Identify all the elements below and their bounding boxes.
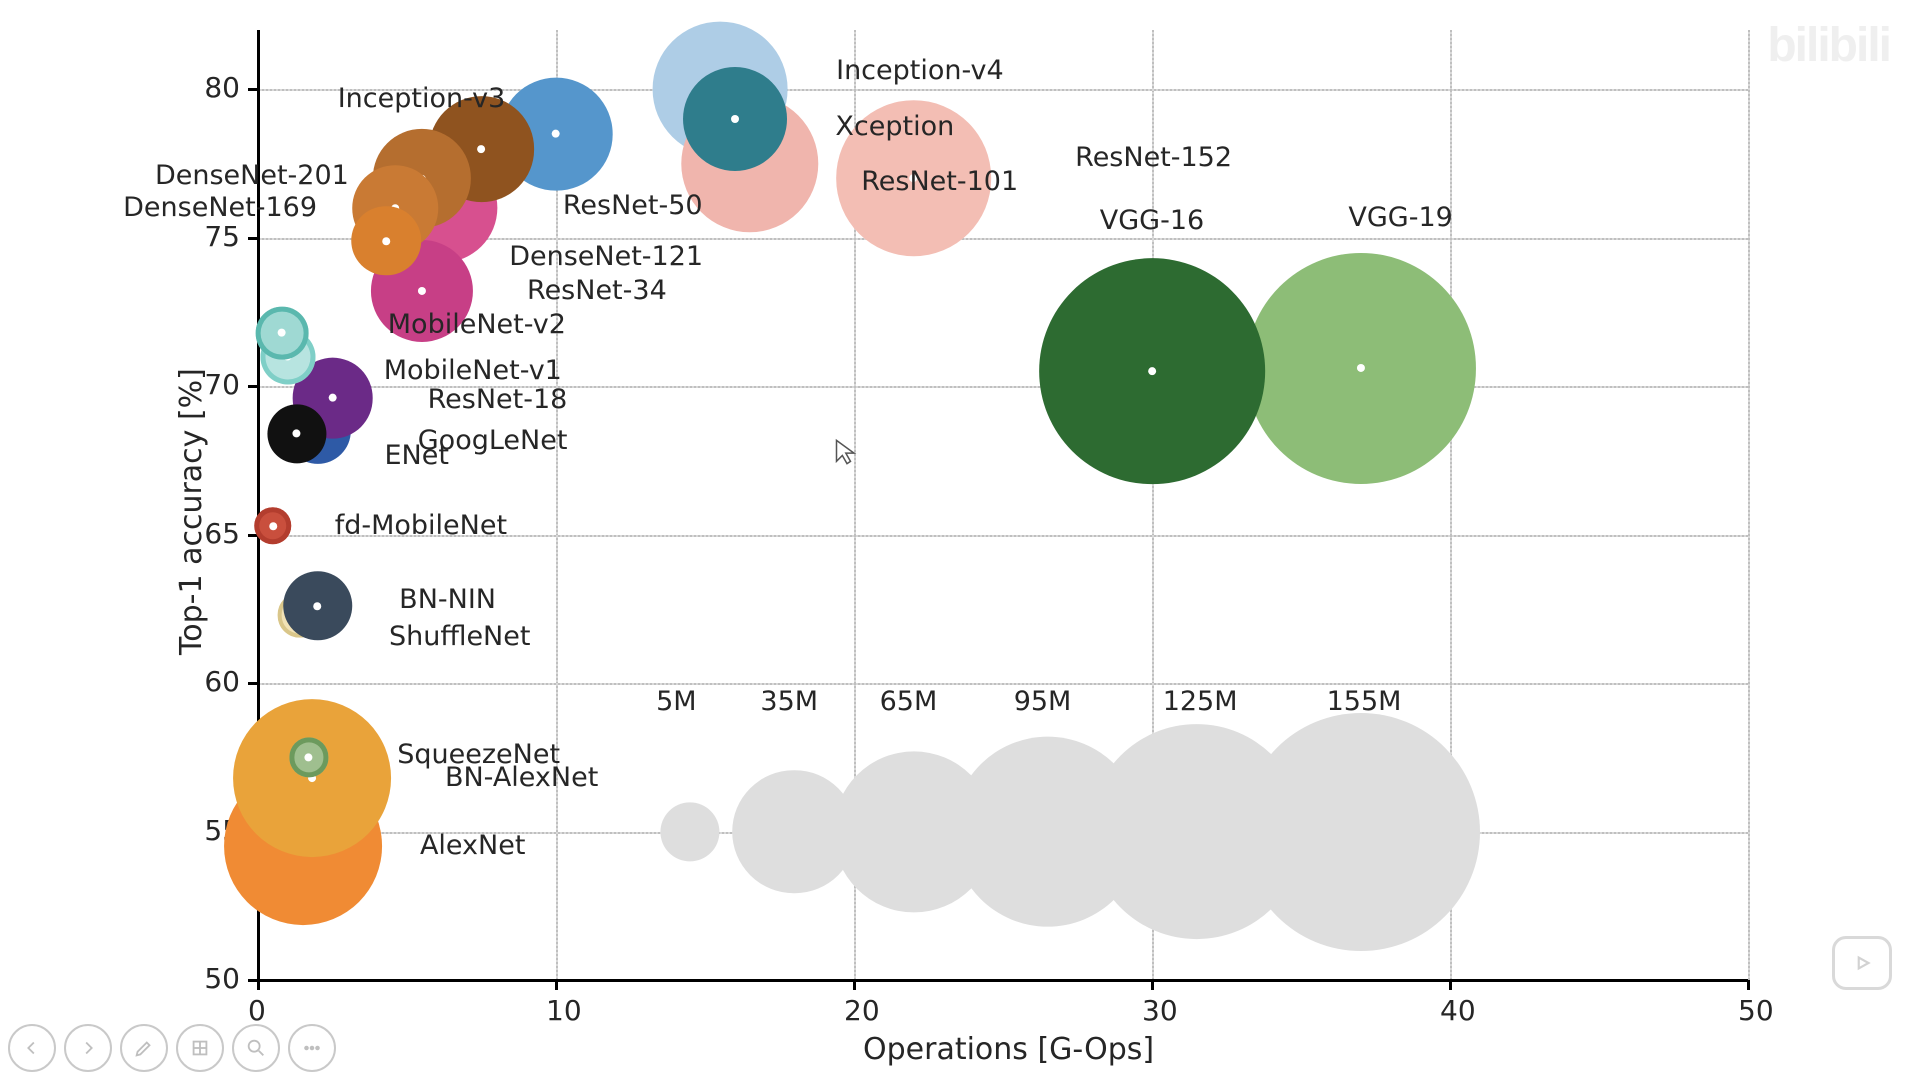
y-tick-mark <box>248 88 258 91</box>
legend-label: 125M <box>1163 686 1238 717</box>
legend-bubble <box>661 802 720 861</box>
x-tick-label: 10 <box>546 994 582 1027</box>
data-label: VGG-16 <box>1100 205 1204 236</box>
bubble-center-dot <box>382 237 390 245</box>
bubble-center-dot <box>731 115 739 123</box>
bubble-center-dot <box>1148 367 1156 375</box>
data-label: ResNet-34 <box>527 275 667 306</box>
data-label: MobileNet-v2 <box>388 309 566 340</box>
y-tick-label: 70 <box>204 368 240 401</box>
data-label: VGG-19 <box>1348 202 1452 233</box>
data-label: ResNet-101 <box>861 166 1018 197</box>
data-bubble <box>289 738 328 777</box>
data-label: ResNet-50 <box>563 190 703 221</box>
data-label: MobileNet-v1 <box>384 355 562 386</box>
grid-line-horizontal <box>258 683 1748 685</box>
data-label: BN-NIN <box>399 584 496 615</box>
x-tick-label: 50 <box>1738 994 1774 1027</box>
data-label: DenseNet-169 <box>123 192 317 223</box>
data-label: Inception-v4 <box>836 55 1004 86</box>
data-bubble <box>1039 259 1265 485</box>
nav-forward-button[interactable] <box>64 1024 112 1072</box>
data-bubble <box>267 404 326 463</box>
bubble-center-dot <box>552 130 560 138</box>
y-tick-label: 50 <box>204 962 240 995</box>
y-tick-label: 65 <box>204 517 240 550</box>
data-bubble <box>255 306 308 359</box>
legend-bubble <box>1242 713 1480 951</box>
x-tick-label: 20 <box>844 994 880 1027</box>
bubble-center-dot <box>1357 364 1365 372</box>
more-button[interactable] <box>288 1024 336 1072</box>
legend-label: 65M <box>880 686 938 717</box>
y-tick-mark <box>248 237 258 240</box>
watermark-logo: bilibili <box>1767 18 1890 73</box>
x-axis-label: Operations [G-Ops] <box>863 1032 1154 1067</box>
chart-container: Operations [G-Ops] Top-1 accuracy [%] 0 1… <box>0 0 1920 1080</box>
bubble-center-dot <box>314 602 322 610</box>
data-label: fd-MobileNet <box>335 510 507 541</box>
data-label: SqueezeNet <box>397 739 560 770</box>
bubble-center-dot <box>278 329 286 337</box>
grid-line-vertical <box>1748 30 1750 980</box>
edit-button[interactable] <box>120 1024 168 1072</box>
x-axis-spine <box>258 979 1748 982</box>
y-tick-mark <box>248 385 258 388</box>
data-label: GoogLeNet <box>418 425 568 456</box>
data-label: ResNet-18 <box>428 384 568 415</box>
x-tick-mark <box>555 980 558 990</box>
data-label: ResNet-152 <box>1075 142 1232 173</box>
zoom-button[interactable] <box>232 1024 280 1072</box>
x-tick-label: 0 <box>248 994 266 1027</box>
pan-button[interactable] <box>176 1024 224 1072</box>
data-bubble <box>283 571 353 641</box>
y-tick-mark <box>248 979 258 982</box>
legend-label: 5M <box>656 686 696 717</box>
legend-label: 95M <box>1014 686 1072 717</box>
x-tick-mark <box>1151 980 1154 990</box>
data-bubble <box>233 699 391 857</box>
data-bubble <box>254 507 292 545</box>
nav-back-button[interactable] <box>8 1024 56 1072</box>
legend-label: 35M <box>760 686 818 717</box>
y-axis-label: Top-1 accuracy [%] <box>174 368 209 655</box>
data-label: ShuffleNet <box>389 621 530 652</box>
bubble-center-dot <box>293 430 301 438</box>
data-label: DenseNet-201 <box>155 160 349 191</box>
data-label: AlexNet <box>420 830 525 861</box>
y-tick-mark <box>248 682 258 685</box>
bubble-center-dot <box>305 753 313 761</box>
bubble-center-dot <box>329 394 337 402</box>
x-tick-label: 40 <box>1440 994 1476 1027</box>
data-bubble <box>351 206 421 276</box>
bubble-center-dot <box>269 522 277 530</box>
data-label: Inception-v3 <box>338 83 506 114</box>
play-badge-icon <box>1832 936 1892 990</box>
x-tick-mark <box>853 980 856 990</box>
x-tick-mark <box>1449 980 1452 990</box>
y-tick-label: 75 <box>204 220 240 253</box>
y-tick-label: 80 <box>204 71 240 104</box>
bubble-center-dot <box>478 145 486 153</box>
data-bubble <box>683 67 787 171</box>
bubble-center-dot <box>418 287 426 295</box>
y-tick-label: 60 <box>204 665 240 698</box>
x-tick-label: 30 <box>1142 994 1178 1027</box>
data-bubble <box>1246 253 1476 483</box>
data-label: Xception <box>835 111 954 142</box>
viewer-toolbar <box>8 1024 336 1072</box>
x-tick-mark <box>1747 980 1750 990</box>
legend-label: 155M <box>1327 686 1402 717</box>
data-label: DenseNet-121 <box>509 241 703 272</box>
